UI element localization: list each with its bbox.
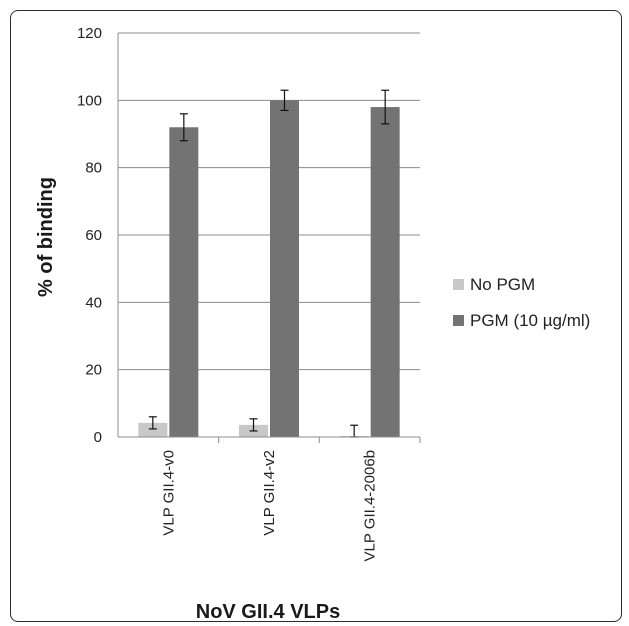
gridlines (118, 32, 420, 371)
y-tick-label: 0 (94, 429, 102, 446)
legend-swatch-no-pgm (453, 279, 464, 290)
y-tick-label: 80 (85, 160, 102, 177)
y-tick-label: 60 (85, 227, 102, 244)
legend-label-no-pgm: No PGM (470, 275, 535, 294)
legend-label-pgm: PGM (10 µg/ml) (470, 311, 590, 330)
y-axis: 0 20 40 60 80 100 120 (77, 25, 119, 446)
bar-pgm (270, 100, 299, 437)
x-axis-title: NoV GII.4 VLPs (196, 601, 340, 623)
y-tick-label: 40 (85, 294, 102, 311)
figure-frame (10, 10, 622, 622)
x-axis: VLP GII.4-v0 VLP GII.4-v2 VLP GII.4-2006b (118, 436, 421, 561)
x-category-label: VLP GII.4-v2 (261, 450, 278, 536)
y-tick-label: 100 (77, 92, 102, 109)
legend: No PGM PGM (10 µg/ml) (453, 275, 590, 330)
legend-swatch-pgm (453, 315, 464, 326)
bar-pgm (169, 127, 199, 438)
x-category-label: VLP GII.4-v0 (160, 450, 177, 536)
y-tick-label: 20 (85, 362, 102, 379)
bar-no-pgm (138, 422, 168, 437)
bars (138, 89, 400, 438)
bar-pgm (370, 107, 400, 438)
x-category-label: VLP GII.4-2006b (362, 450, 379, 561)
y-tick-label: 120 (77, 25, 102, 42)
y-axis-title: % of binding (35, 177, 57, 297)
